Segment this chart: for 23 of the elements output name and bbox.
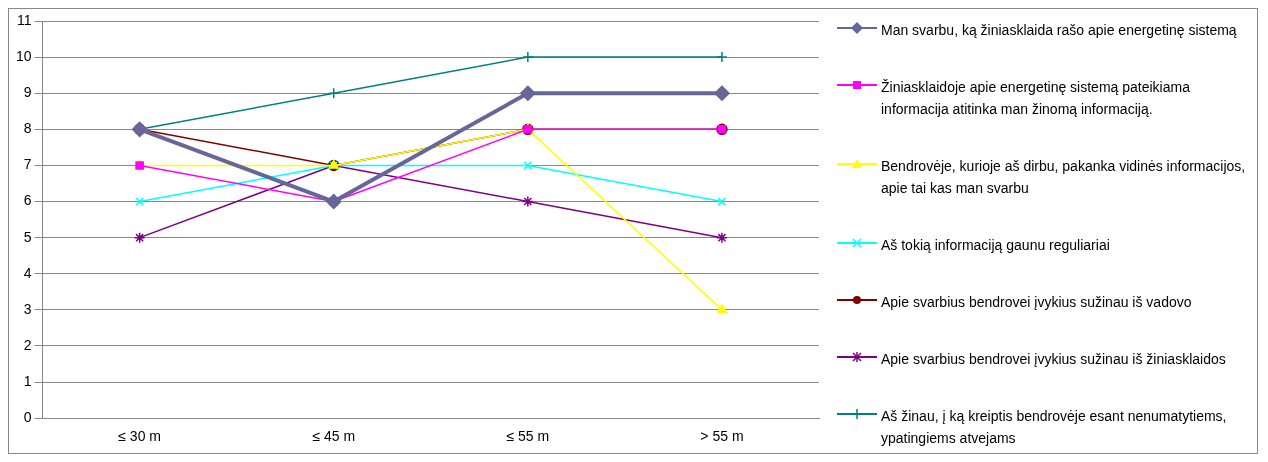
- legend-label: Bendrovėje, kurioje aš dirbu, pakanka vidinės informacijos, apie tai kas man svarbu: [881, 157, 1247, 198]
- y-tick-label: 11: [17, 11, 32, 28]
- y-tick-label: 9: [23, 84, 32, 101]
- y-tick-label: 0: [23, 409, 32, 426]
- x-tick-label: ≤ 45 m: [312, 428, 356, 445]
- y-tick-label: 3: [23, 300, 32, 317]
- y-tick-label: 2: [23, 336, 32, 353]
- legend-label: Aš žinau, į ką kreiptis bendrovėje esant nenumatytiems, ypatingiems atvejams: [881, 407, 1228, 448]
- x-tick-label: ≤ 55 m: [506, 428, 550, 445]
- y-tick-label: 7: [23, 156, 32, 173]
- legend-label: Aš tokią informaciją gaunu reguliariai: [881, 236, 1110, 255]
- x-tick-label: > 55 m: [700, 428, 744, 445]
- legend-label: Man svarbu, ką žiniasklaida rašo apie energetinę sistemą: [881, 21, 1237, 40]
- legend-label: Apie svarbius bendrovei įvykius sužinau iš vadovo: [881, 293, 1192, 312]
- y-tick-label: 6: [23, 192, 32, 209]
- y-tick-label: 4: [23, 264, 32, 281]
- y-tick-label: 8: [23, 120, 32, 137]
- legend-label: Apie svarbius bendrovei įvykius sužinau iš žiniasklaidos: [881, 350, 1226, 369]
- y-tick-label: 5: [23, 228, 32, 245]
- y-tick-label: 1: [23, 372, 32, 389]
- y-tick-label: 10: [15, 47, 32, 64]
- x-tick-label: ≤ 30 m: [118, 428, 161, 445]
- legend-label: Žiniasklaidoje apie energetinę sistemą pateikiama informacija atitinka man žinomą informaciją.: [881, 78, 1191, 119]
